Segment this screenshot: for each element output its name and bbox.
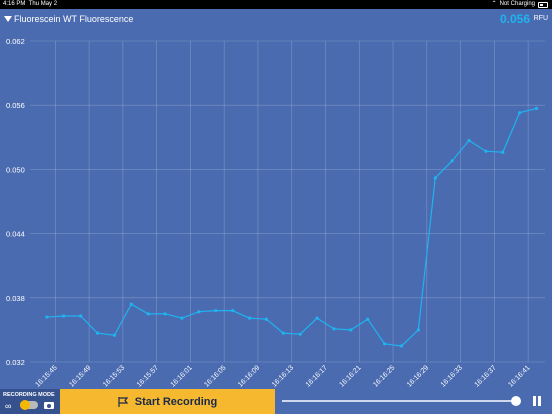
sensor-name[interactable]: Fluorescein WT Fluorescence [14, 14, 134, 24]
data-point [450, 159, 454, 163]
y-tick-label: 0.050 [6, 165, 25, 174]
data-point [197, 310, 201, 314]
playback-slider[interactable] [282, 400, 518, 402]
wifi-icon: ⌃ [491, 1, 497, 7]
data-point [281, 331, 285, 335]
data-point [180, 316, 184, 320]
y-tick-label: 0.062 [6, 37, 25, 46]
x-tick-label: 16:16:01 [170, 364, 194, 388]
continuous-mode-icon[interactable]: ∞ [5, 401, 12, 411]
x-tick-label: 16:16:29 [406, 364, 430, 388]
sensor-header[interactable]: Fluorescein WT Fluorescence 0.056 RFU [0, 9, 552, 31]
slider-thumb[interactable] [511, 396, 521, 406]
data-point [349, 328, 353, 332]
data-point [45, 315, 49, 319]
data-point [399, 344, 404, 348]
data-point [264, 317, 268, 321]
value-unit: RFU [533, 15, 548, 22]
data-point [146, 312, 150, 316]
series-line [46, 107, 537, 347]
current-value: 0.056 [499, 12, 530, 26]
data-point [62, 314, 66, 318]
data-point [231, 309, 235, 313]
x-tick-label: 16:15:45 [35, 364, 59, 388]
data-point [416, 328, 420, 332]
recording-mode-panel: RECORDING MODE ∞ [0, 389, 60, 414]
x-tick-label: 16:16:33 [440, 364, 464, 388]
charging-status: Not Charging [499, 1, 535, 7]
data-point [247, 316, 252, 320]
data-point [163, 312, 167, 316]
x-tick-label: 16:16:21 [338, 364, 362, 388]
x-tick-label: 16:16:37 [474, 364, 498, 388]
y-axis-labels: 0.062 0.056 0.050 0.044 0.038 0.032 [6, 37, 25, 367]
x-tick-label: 16:16:13 [271, 364, 295, 388]
app-screen: Fluorescein WT Fluorescence 0.056 RFU 0.… [0, 9, 552, 389]
data-point [382, 342, 387, 346]
data-point [95, 331, 100, 335]
start-recording-label: Start Recording [134, 395, 218, 408]
data-point [315, 316, 319, 320]
data-point [518, 111, 522, 115]
x-tick-label: 16:15:49 [68, 364, 92, 388]
data-point [501, 150, 505, 154]
data-point [129, 302, 133, 306]
data-point [467, 138, 471, 143]
chart-grid [30, 40, 545, 363]
data-point [79, 314, 83, 318]
data-point [484, 149, 488, 153]
data-point [298, 332, 302, 336]
x-tick-label: 16:16:17 [305, 364, 329, 388]
x-tick-label: 16:16:41 [507, 364, 531, 388]
recording-mode-label: RECORDING MODE [3, 392, 55, 398]
status-bar: 4:16 PM Thu May 2 ⌃ Not Charging [0, 0, 552, 9]
data-point [433, 176, 437, 180]
collapse-triangle-icon[interactable] [4, 16, 12, 22]
start-recording-button[interactable]: Start Recording [60, 389, 275, 414]
data-point [366, 317, 370, 321]
y-tick-label: 0.044 [6, 230, 25, 239]
flag-icon [118, 396, 128, 407]
data-point [214, 309, 218, 313]
status-time: 4:16 PM Thu May 2 [3, 1, 58, 7]
x-tick-label: 16:15:57 [136, 364, 160, 388]
y-tick-label: 0.056 [6, 101, 25, 110]
camera-icon[interactable] [44, 402, 54, 409]
pause-icon[interactable] [533, 396, 541, 406]
data-point [534, 106, 539, 111]
y-tick-label: 0.032 [6, 358, 25, 367]
x-tick-label: 16:16:05 [203, 364, 227, 388]
x-tick-label: 16:16:25 [372, 364, 396, 388]
data-points [45, 106, 539, 348]
x-tick-label: 16:16:09 [237, 364, 261, 388]
bottom-bar: RECORDING MODE ∞ Start Recording [0, 389, 552, 414]
data-point [112, 333, 117, 337]
x-axis-labels: 16:15:45 16:15:49 16:15:53 16:15:57 16:16:01… [35, 364, 532, 388]
data-point [332, 327, 336, 331]
x-tick-label: 16:15:53 [102, 364, 126, 388]
toggle-knob[interactable] [20, 400, 30, 410]
battery-icon [538, 1, 548, 8]
y-tick-label: 0.038 [6, 294, 25, 303]
status-right: ⌃ Not Charging [492, 0, 548, 9]
